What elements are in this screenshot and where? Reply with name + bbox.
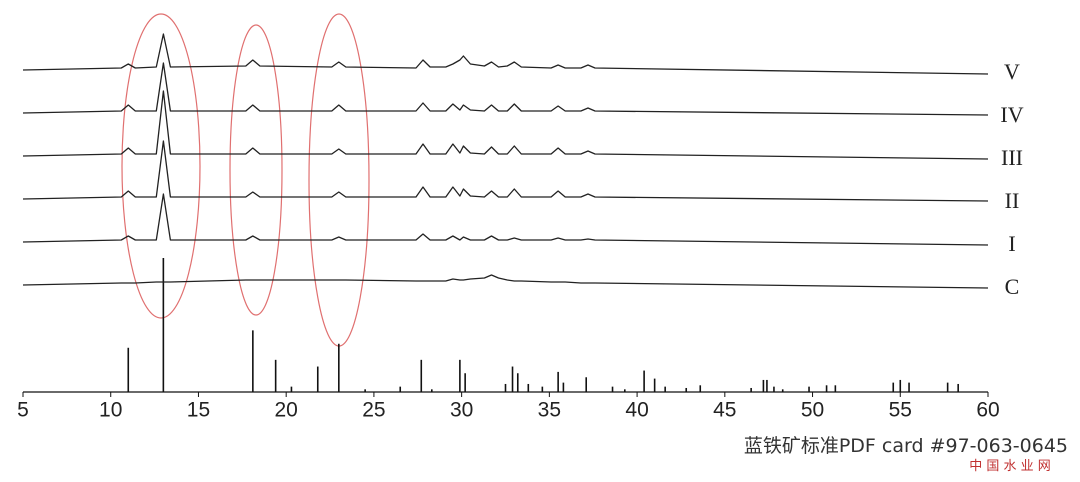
trace xyxy=(22,62,989,116)
trace-label: II xyxy=(1005,188,1020,213)
x-tick-label: 60 xyxy=(976,399,999,422)
trace-label: III xyxy=(1001,145,1023,170)
trace xyxy=(22,90,989,160)
x-tick-label: 30 xyxy=(450,399,473,422)
ellipse xyxy=(308,13,370,347)
trace xyxy=(22,193,989,246)
trace xyxy=(22,274,989,289)
x-tick-label: 25 xyxy=(362,399,385,422)
x-tick-label: 50 xyxy=(801,399,824,422)
x-tick-label: 5 xyxy=(17,399,29,422)
trace xyxy=(22,33,989,75)
trace-label: I xyxy=(1008,231,1015,256)
ellipse xyxy=(121,13,201,319)
trace xyxy=(22,140,989,202)
x-tick-label: 35 xyxy=(538,399,561,422)
trace-label: V xyxy=(1004,59,1020,84)
x-tick-label: 10 xyxy=(99,399,122,422)
caption: 蓝铁矿标准PDF card #97-063-0645 xyxy=(744,435,1068,457)
x-tick-label: 45 xyxy=(713,399,736,422)
trace-label: IV xyxy=(1000,102,1023,127)
watermark: 中 国 水 业 网 xyxy=(969,459,1051,474)
x-tick-label: 55 xyxy=(889,399,912,422)
ellipse xyxy=(229,24,283,316)
x-tick-label: 20 xyxy=(275,399,298,422)
x-tick-label: 40 xyxy=(625,399,648,422)
trace-label: C xyxy=(1005,274,1020,299)
x-tick-label: 15 xyxy=(187,399,210,422)
